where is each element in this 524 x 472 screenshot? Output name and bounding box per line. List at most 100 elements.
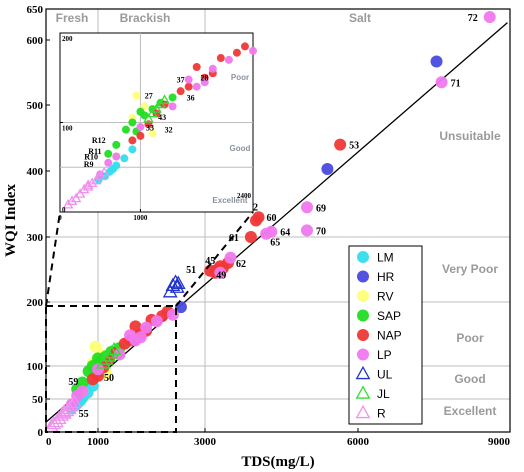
legend-item-jl: JL — [355, 385, 390, 401]
inset-point-lp-1 — [184, 75, 193, 84]
point-label-53: 53 — [349, 141, 359, 152]
zone-label-excellent: Excellent — [444, 404, 497, 418]
point-lp-6 — [224, 251, 237, 264]
legend-item-lm: LM — [357, 251, 394, 265]
zone-label-fresh: Fresh — [56, 11, 89, 25]
point-lp-10 — [301, 224, 313, 237]
inset-y-tick-label: 200 — [62, 35, 73, 43]
inset-point-label-32: 32 — [165, 126, 173, 135]
legend-label-r: R — [377, 407, 386, 421]
legend-marker-nap — [357, 329, 369, 341]
point-lp-11 — [435, 76, 448, 89]
point-ul-4 — [170, 275, 186, 290]
inset-point-lp-16 — [112, 152, 121, 161]
inset-x-tick-label: 1000 — [133, 214, 148, 222]
point-nap-11 — [86, 373, 99, 386]
point-lp-2 — [134, 331, 147, 344]
x-tick-label: 3000 — [194, 436, 217, 448]
plot-frame — [45, 8, 511, 433]
inset-point-label-R11: R11 — [88, 147, 101, 156]
legend-marker-ul — [355, 365, 371, 380]
point-jl-2 — [103, 345, 119, 359]
point-label-62: 62 — [236, 259, 246, 270]
point-lp-4 — [150, 315, 163, 328]
inset-zone-excellent: Excellent — [212, 196, 247, 205]
inset-point-lm-4 — [109, 165, 118, 174]
point-r-6 — [51, 410, 67, 425]
point-nap-21 — [334, 138, 347, 151]
inset-point-lp-14 — [168, 102, 177, 111]
y-tick-label: 300 — [27, 232, 44, 244]
zone-label-poor: Poor — [456, 331, 484, 345]
inset-point-nap-22 — [176, 87, 185, 96]
point-lp-9 — [301, 201, 313, 214]
inset-point-r-3 — [90, 174, 102, 185]
zone-label-unsuitable: Unsuitable — [439, 129, 501, 143]
inset-point-r-5 — [98, 166, 110, 177]
legend-label-rv: RV — [377, 290, 393, 304]
y-axis-title: WQI Index — [3, 184, 19, 257]
point-label-60: 60 — [267, 213, 277, 224]
point-label-55: 55 — [79, 409, 89, 420]
point-hr-2 — [321, 163, 334, 176]
inset-point-label-R10: R10 — [84, 152, 98, 161]
y-tick-label: 650 — [27, 4, 44, 16]
y-tick-label: 200 — [27, 297, 44, 309]
zone-label-salt: Salt — [349, 11, 371, 25]
inset-point-nap-2 — [232, 48, 241, 57]
point-jl-1 — [101, 348, 117, 362]
point-lp-8 — [265, 225, 278, 238]
inset-point-r-6 — [74, 188, 86, 198]
x-tick-label: 9000 — [488, 436, 511, 448]
x-tick-label: 0 — [46, 436, 52, 448]
inset-point-label-28: 28 — [200, 74, 208, 83]
legend-marker-jl — [355, 385, 371, 399]
point-label-72: 72 — [468, 13, 478, 24]
main-axes: 0 1000 3000 6000 900005010020030040050060065… — [27, 4, 511, 448]
inset-point-lm-5 — [120, 154, 129, 163]
inset-point-rv-0 — [132, 91, 141, 100]
inset-point-lp-0 — [192, 82, 201, 91]
inset-point-rv-1 — [148, 129, 157, 138]
point-nap-18 — [244, 231, 257, 243]
point-hr-3 — [430, 55, 443, 68]
legend-item-hr: HR — [357, 270, 395, 284]
point-label-70: 70 — [316, 226, 326, 237]
inset-point-sap-0 — [121, 125, 130, 134]
inset-point-nap-10 — [136, 131, 145, 140]
point-label-71: 71 — [451, 78, 461, 89]
inset-point-label-R9: R9 — [84, 160, 94, 169]
inset-point-jl-2 — [155, 98, 166, 109]
point-jl-3 — [106, 341, 122, 356]
legend-item-nap: NAP — [357, 329, 402, 343]
inset-point-r-7 — [70, 192, 82, 203]
x-axis-title: TDS(mg/L) — [241, 454, 314, 470]
zoom-connector-right — [175, 211, 254, 307]
zone-labels: Fresh Brackish Salt Excellent Good Poor Very P… — [56, 11, 501, 418]
point-label-69: 69 — [316, 203, 326, 214]
inset-zone-poor: Poor — [231, 73, 249, 82]
point-ul-2 — [168, 274, 183, 288]
inset-point-lp-5 — [249, 46, 257, 55]
inset-point-nap-1 — [216, 54, 225, 63]
legend-item-rv: RV — [357, 290, 393, 304]
legend-label-lp: LP — [377, 348, 392, 362]
inset-point-nap-6 — [184, 82, 193, 91]
y-tick-label: 500 — [27, 100, 44, 112]
point-r-7 — [48, 413, 64, 428]
inset-point-label-R12: R12 — [92, 136, 106, 145]
inset-x-tick-label: 0 — [58, 214, 62, 222]
point-label-64: 64 — [280, 228, 290, 239]
inset-point-lp-17 — [104, 158, 113, 167]
inset-point-jl-1 — [151, 103, 162, 113]
inset-point-label-36: 36 — [187, 93, 195, 102]
inset-point-nap-3 — [192, 63, 201, 72]
point-r-4 — [64, 397, 80, 411]
y-tick-label: 0 — [38, 427, 44, 439]
legend-item-r: R — [355, 404, 386, 421]
legend-label-ul: UL — [377, 368, 393, 382]
inset-point-sap-8 — [112, 140, 121, 149]
inset-x-tick-label: 2400 — [237, 192, 252, 200]
inset-point-label-27: 27 — [145, 92, 153, 101]
